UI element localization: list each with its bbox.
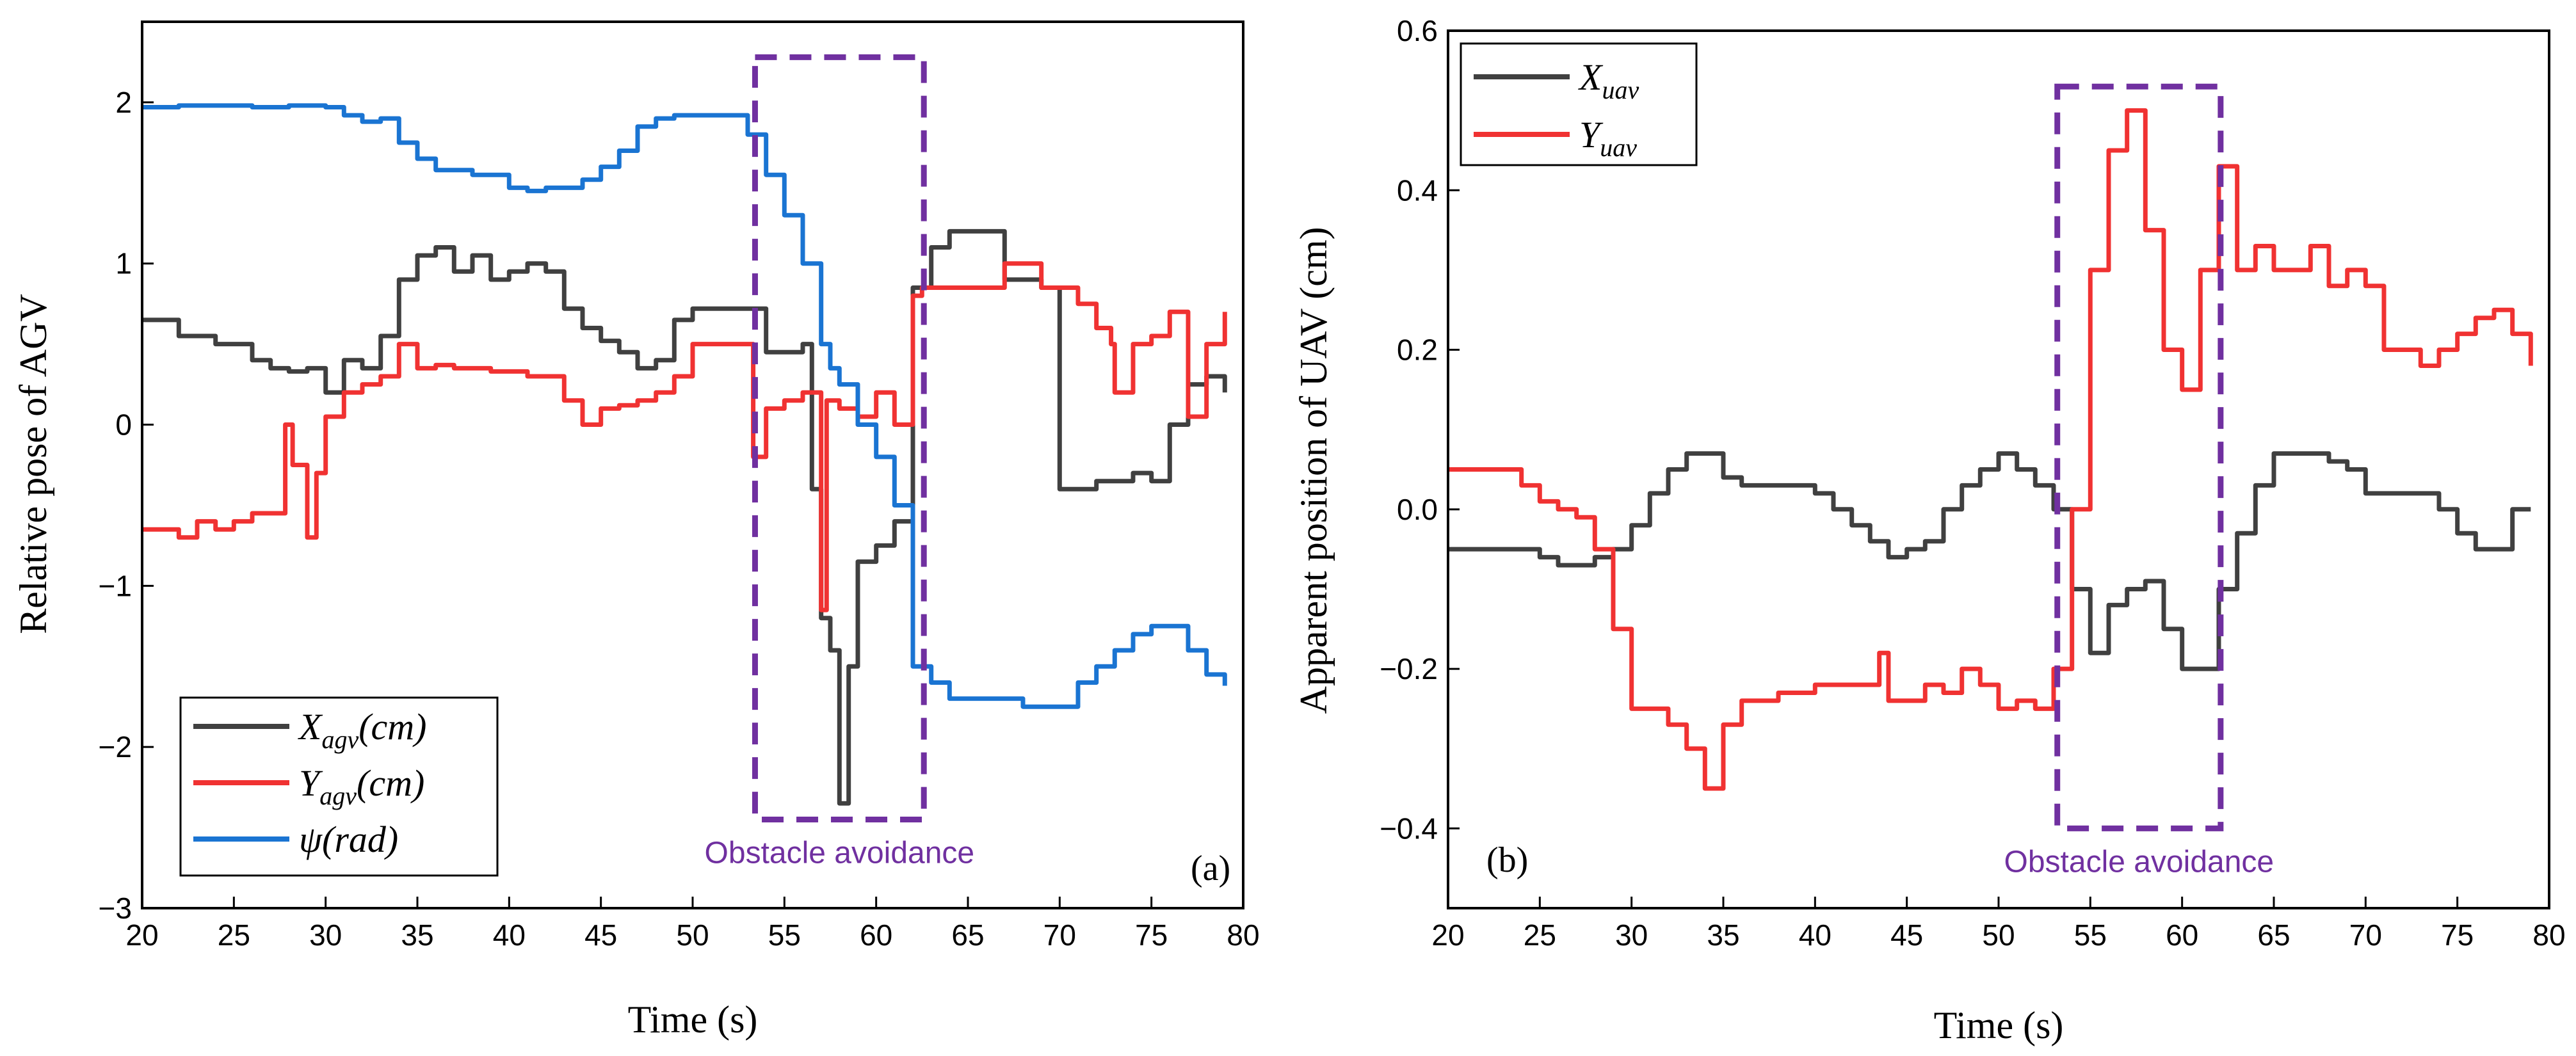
- x-tick-label: 65: [951, 918, 984, 952]
- y-tick-label: −0.2: [1380, 652, 1438, 685]
- x-tick-label: 80: [1227, 918, 1259, 952]
- panel-b-label: (b): [1486, 840, 1528, 880]
- panel-a-legend: Xagv(cm) Yagv(cm) ψ(rad): [179, 696, 499, 877]
- series-line-y-uav: [1448, 108, 2533, 791]
- y-tick-label: 0.0: [1397, 493, 1438, 526]
- panel-a-frame: [141, 20, 1244, 909]
- legend-label: Xagv(cm): [298, 706, 426, 754]
- panel-b-legend: Xuav Yuav: [1460, 42, 1698, 166]
- y-tick-label: 0.2: [1397, 333, 1438, 367]
- x-tick-label: 70: [1043, 918, 1076, 952]
- x-tick-label: 25: [1524, 918, 1556, 952]
- x-tick-label: 40: [493, 918, 526, 952]
- series-line-y-agv-cm-: [142, 261, 1227, 612]
- x-tick-label: 75: [2441, 918, 2474, 952]
- panel-a-ticks: 20 25 30 35 40 45 50 55 60 65 70 75 80 −3 −2 −1 0 1 2: [99, 86, 1260, 952]
- legend-label: Xuav: [1578, 56, 1639, 104]
- panel-a-ylabel: Relative pose of AGV: [12, 294, 54, 634]
- x-tick-label: 45: [1890, 918, 1923, 952]
- x-tick-label: 35: [1707, 918, 1739, 952]
- x-tick-label: 75: [1135, 918, 1168, 952]
- x-tick-label: 25: [218, 918, 250, 952]
- x-tick-label: 20: [125, 918, 158, 952]
- x-tick-label: 65: [2257, 918, 2290, 952]
- panel-b-ylabel: Apparent position of UAV (cm): [1292, 227, 1335, 714]
- panel-b: 20 25 30 35 40 45 50 55 60 65 70 75 80 −0.4 −0.2 0.0 0.2…: [1292, 14, 2566, 1046]
- x-tick-label: 40: [1799, 918, 1831, 952]
- x-tick-label: 60: [860, 918, 892, 952]
- x-tick-label: 45: [584, 918, 617, 952]
- x-tick-label: 30: [309, 918, 342, 952]
- x-tick-label: 50: [676, 918, 709, 952]
- panel-a-label: (a): [1191, 849, 1230, 888]
- panel-a-series: [142, 103, 1227, 806]
- panel-b-frame: [1447, 29, 2550, 909]
- x-tick-label: 70: [2349, 918, 2382, 952]
- y-tick-label: 0.4: [1397, 173, 1438, 207]
- panel-a: 20 25 30 35 40 45 50 55 60 65 70 75 80 −3 −2 −1 0 1 2 Obst…: [12, 20, 1260, 1041]
- y-tick-label: 0: [115, 408, 132, 442]
- panel-b-annotation-box: [2054, 83, 2224, 831]
- y-tick-label: 0.6: [1397, 14, 1438, 47]
- panel-b-xlabel: Time (s): [1934, 1004, 2064, 1046]
- x-tick-label: 55: [2074, 918, 2107, 952]
- panel-b-legend-frame: [1460, 42, 1698, 166]
- x-tick-label: 60: [2166, 918, 2198, 952]
- x-tick-label: 30: [1615, 918, 1648, 952]
- y-tick-label: −3: [99, 892, 132, 925]
- panel-a-xlabel: Time (s): [628, 998, 758, 1041]
- x-tick-label: 55: [768, 918, 801, 952]
- y-tick-label: 2: [115, 86, 132, 119]
- legend-label: Yuav: [1579, 114, 1637, 162]
- x-tick-label: 20: [1431, 918, 1464, 952]
- panel-a-annotation-text: Obstacle avoidance: [705, 836, 975, 870]
- panel-b-ticks: 20 25 30 35 40 45 50 55 60 65 70 75 80 −0.4 −0.2 0.0 0.2…: [1380, 14, 2565, 952]
- x-tick-label: 35: [401, 918, 433, 952]
- series-line-x-uav: [1448, 451, 2531, 671]
- panel-b-annotation-text: Obstacle avoidance: [2004, 845, 2274, 879]
- y-tick-label: −2: [99, 730, 132, 764]
- y-tick-label: −0.4: [1380, 812, 1438, 845]
- series-line-psi-rad-: [142, 103, 1227, 709]
- y-tick-label: 1: [115, 247, 132, 280]
- x-tick-label: 50: [1982, 918, 2015, 952]
- x-tick-label: 80: [2532, 918, 2565, 952]
- legend-label: Yagv(cm): [299, 762, 424, 810]
- panel-b-series: [1448, 108, 2533, 791]
- y-tick-label: −1: [99, 569, 132, 602]
- legend-label: ψ(rad): [299, 819, 398, 860]
- panel-a-annotation-box: [752, 54, 927, 822]
